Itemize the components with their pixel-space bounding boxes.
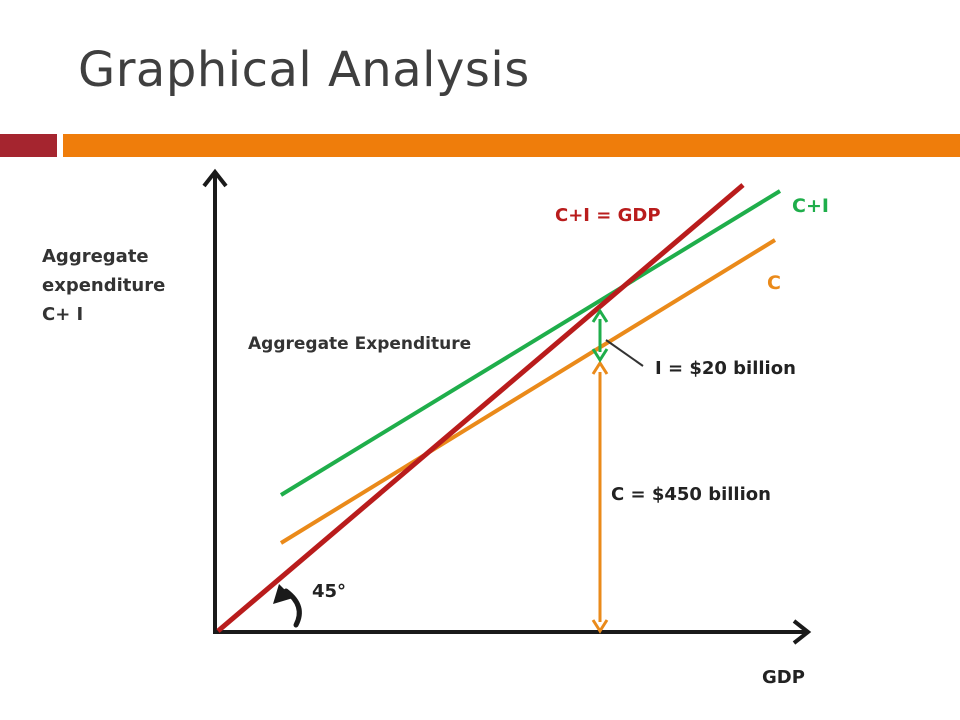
y-axis-label-line-3: C+ I xyxy=(42,304,84,325)
accent-bar-left xyxy=(0,134,57,157)
forty-five-degree-line xyxy=(216,183,745,633)
investment-measure-arrowhead-top xyxy=(591,308,609,323)
y-axis-label-line-2: expenditure xyxy=(42,275,166,296)
consumption-line xyxy=(279,238,777,545)
forty-five-line-label: C+I = GDP xyxy=(555,205,661,226)
slide-title: Graphical Analysis xyxy=(78,42,530,98)
y-axis-label-line-1: Aggregate xyxy=(42,246,149,267)
investment-measure-arrowhead-bottom xyxy=(591,348,609,363)
c-plus-i-line xyxy=(279,189,782,497)
accent-bar-right xyxy=(63,134,960,157)
consumption-label: C = $450 billion xyxy=(611,484,771,505)
investment-leader-line xyxy=(605,339,644,367)
consumption-measure-arrowhead-bottom xyxy=(591,619,609,634)
aggregate-expenditure-caption: Aggregate Expenditure xyxy=(248,334,471,354)
y-axis-arrowhead xyxy=(202,168,228,188)
investment-label: I = $20 billion xyxy=(655,358,796,379)
curved-arrow-icon xyxy=(273,584,302,628)
c-plus-i-line-label: C+I xyxy=(792,195,829,217)
consumption-line-label: C xyxy=(767,272,781,294)
consumption-measure-arrowhead-top xyxy=(591,360,609,375)
angle-label: 45° xyxy=(312,581,346,602)
y-axis-label: Aggregate expenditure C+ I xyxy=(42,242,165,329)
x-axis-label: GDP xyxy=(762,667,805,688)
x-axis-arrowhead xyxy=(792,619,812,645)
